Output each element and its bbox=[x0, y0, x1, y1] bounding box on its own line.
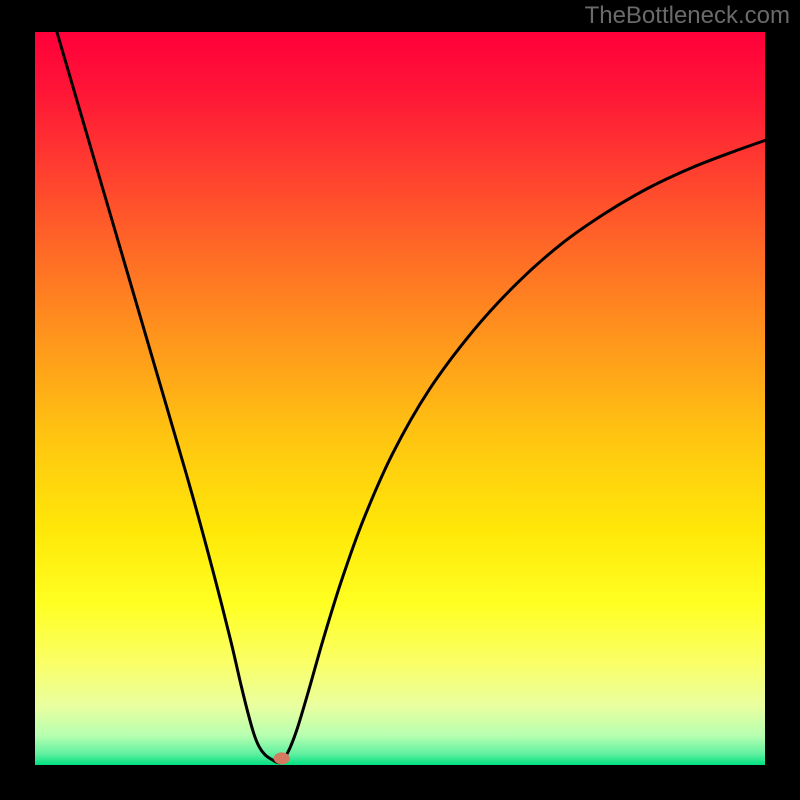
curve-path bbox=[57, 32, 765, 763]
chart-container: TheBottleneck.com bbox=[0, 0, 800, 800]
bottleneck-curve bbox=[35, 32, 765, 765]
minimum-marker bbox=[274, 752, 290, 764]
watermark-text: TheBottleneck.com bbox=[585, 2, 790, 30]
plot-area bbox=[35, 32, 765, 765]
